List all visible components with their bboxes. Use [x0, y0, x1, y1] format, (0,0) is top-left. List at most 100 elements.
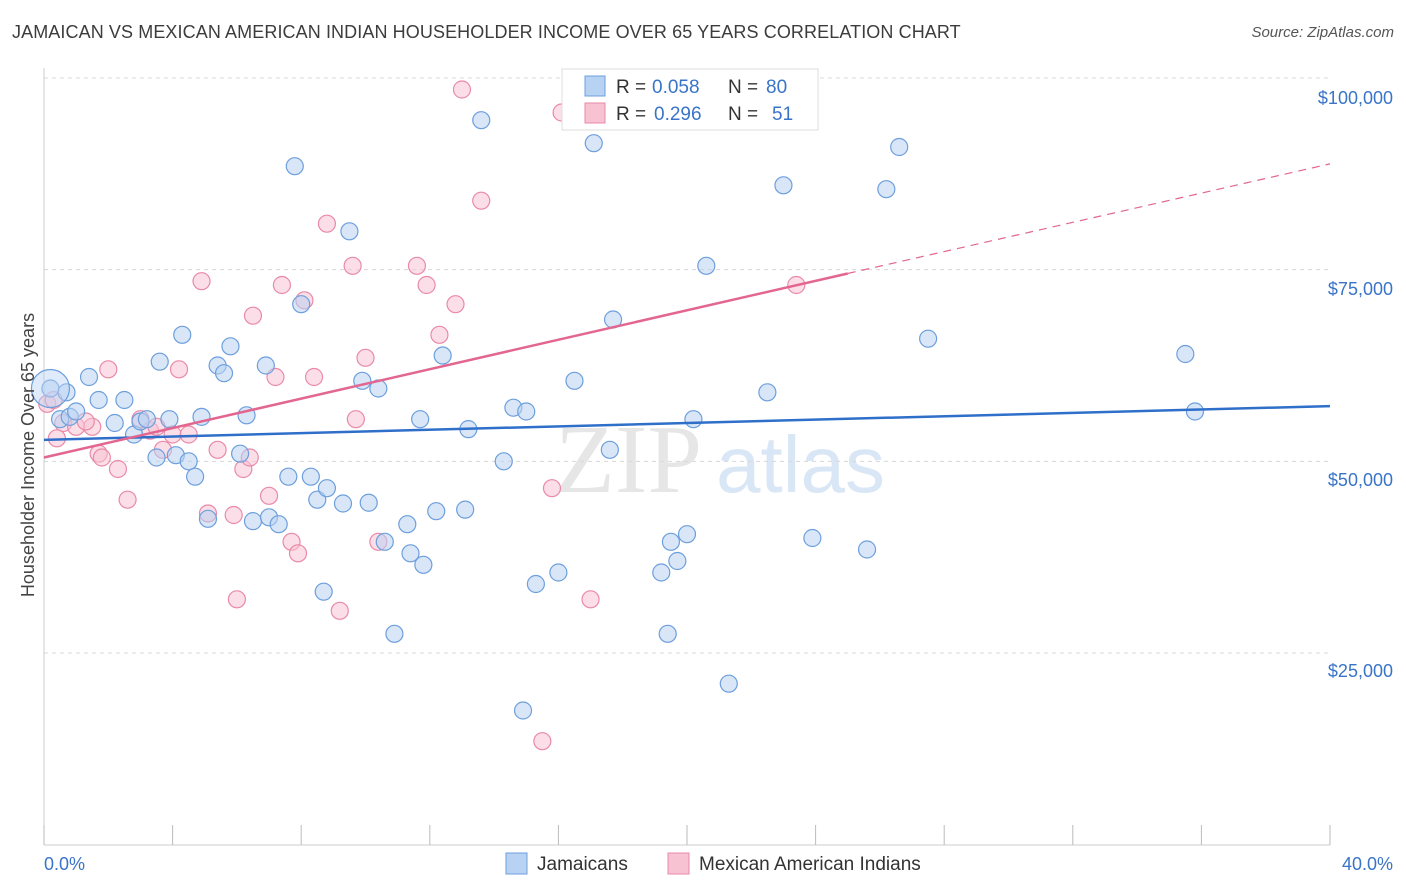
mexican-american-indians-point-21 [227, 590, 246, 609]
jamaicans-point-32 [292, 295, 311, 314]
jamaicans-point-69 [697, 256, 716, 275]
legend-r-label-1: R = [616, 77, 646, 98]
mexican-american-indians-point-35 [346, 410, 365, 429]
jamaicans-point-70 [719, 674, 738, 693]
legend-n-label-2: N = [728, 104, 758, 125]
y-tick-label-25000: $25,000 [1328, 661, 1393, 681]
mexican-american-indians-point-40 [430, 325, 449, 344]
jamaicans-point-49 [433, 346, 452, 365]
jamaicans-point-38 [340, 222, 359, 241]
mexican-american-indians-point-17 [192, 272, 211, 291]
mexican-american-indians-point-24 [243, 306, 263, 325]
jamaicans-point-56 [517, 402, 536, 421]
y-tick-label-50000: $50,000 [1328, 470, 1393, 490]
jamaicans-point-6 [89, 390, 108, 410]
jamaicans-point-45 [401, 544, 420, 563]
jamaicans-point-31 [285, 157, 304, 176]
jamaicans-point-46 [411, 410, 430, 429]
jamaicans-point-79 [1185, 402, 1205, 421]
jamaicans-point-60 [584, 134, 603, 153]
jamaicans-point-63 [652, 563, 671, 582]
jamaicans-point-61 [600, 440, 619, 459]
grid-lines [44, 77, 1330, 654]
jamaicans-point-12 [147, 448, 166, 467]
jamaicans-point-20 [198, 509, 218, 528]
mexican-american-indians-point-33 [330, 601, 349, 620]
jamaicans-point-26 [243, 512, 263, 531]
mexican-american-indians-point-41 [446, 295, 465, 314]
legend-bottom: Jamaicans Mexican American Indians [505, 852, 921, 875]
mexican-american-indians-point-16 [179, 425, 198, 444]
legend-swatch-pink [584, 102, 606, 124]
legend-bottom-label-jamaicans: Jamaicans [537, 854, 628, 875]
mexican-american-indians-point-44 [533, 732, 552, 751]
mexican-american-indians-point-38 [407, 256, 427, 275]
jamaicans-point-50 [456, 500, 475, 519]
mexican-american-indians-point-36 [356, 348, 375, 367]
mexican-american-indians-point-19 [208, 440, 227, 459]
legend-bottom-swatch-jamaicans [505, 852, 528, 875]
jamaicans-point-64 [658, 624, 677, 643]
jamaicans-point-40 [359, 493, 378, 512]
jamaicans-point-48 [427, 502, 446, 521]
jamaicans-point-53 [494, 452, 513, 471]
jamaicans-point-52 [472, 111, 491, 130]
chart-title: JAMAICAN VS MEXICAN AMERICAN INDIAN HOUS… [12, 22, 961, 42]
jamaicans-point-11 [137, 410, 156, 429]
jamaicans-point-5 [79, 367, 99, 387]
mexican-american-indians-point-42 [452, 80, 472, 99]
mexican-american-indians-point-8 [108, 459, 128, 479]
jamaicans-point-78 [1176, 344, 1195, 364]
trend-line-jamaicans [43, 404, 1331, 442]
legend-swatch-blue [584, 75, 606, 97]
trend-line-mexican-american-indians [43, 272, 849, 459]
jamaicans-point-75 [877, 180, 896, 199]
legend-n-label-1: N = [728, 77, 758, 98]
mexican-american-indians-point-32 [317, 214, 337, 233]
jamaicans-point-7 [105, 413, 124, 433]
jamaicans-point-73 [803, 528, 822, 548]
mexican-american-indians-point-15 [169, 360, 189, 379]
jamaicans-point-55 [513, 701, 533, 720]
mexican-american-indians-point-20 [224, 505, 243, 525]
jamaicans-point-57 [526, 574, 545, 594]
jamaicans-point-17 [179, 452, 198, 471]
trend-lines [43, 163, 1331, 459]
jamaicans-point-2 [57, 383, 76, 402]
jamaicans-point-16 [173, 325, 192, 344]
legend-n-value-2: 51 [772, 104, 793, 125]
jamaicans-point-27 [256, 356, 275, 375]
jamaicans-point-37 [333, 494, 353, 513]
jamaicans-point-13 [150, 352, 169, 371]
jamaicans-cluster-point [30, 368, 71, 409]
source-label: Source: ZipAtlas.com [1251, 24, 1394, 41]
jamaicans-point-43 [385, 624, 404, 643]
mexican-american-indians-point-47 [581, 590, 600, 609]
mexican-american-indians-point-39 [417, 275, 436, 295]
x-tick-label-min: 0.0% [44, 854, 85, 874]
legend-n-value-1: 80 [766, 77, 787, 98]
jamaicans-point-42 [375, 532, 394, 551]
mexican-american-indians-point-9 [118, 490, 137, 509]
legend-bottom-label-mexican-american-indians: Mexican American Indians [699, 854, 921, 875]
jamaicans-point-58 [549, 563, 568, 582]
trend-line-mexican-american-indians-extension [847, 163, 1331, 275]
mexican-american-indians-point-45 [542, 479, 562, 498]
jamaicans-point-29 [269, 515, 288, 534]
jamaicans-point-22 [214, 364, 234, 383]
mexican-american-indians-point-29 [288, 544, 308, 563]
watermark-atlas: atlas [716, 420, 885, 509]
jamaicans-point-44 [398, 515, 417, 534]
axes [43, 68, 1331, 846]
x-tick-label-max: 40.0% [1342, 854, 1393, 874]
jamaicans-point-23 [221, 337, 240, 356]
y-tick-label-75000: $75,000 [1328, 279, 1393, 299]
jamaicans-point-72 [774, 176, 793, 195]
jamaicans-point-14 [160, 410, 179, 429]
legend-top: R = 0.058 N = 80 R = 0.296 N = 51 [561, 68, 819, 131]
jamaicans-point-71 [758, 383, 777, 402]
mexican-american-indians-point-27 [272, 275, 292, 295]
jamaicans-point-77 [919, 329, 938, 348]
mexican-american-indians-point-31 [304, 367, 324, 387]
